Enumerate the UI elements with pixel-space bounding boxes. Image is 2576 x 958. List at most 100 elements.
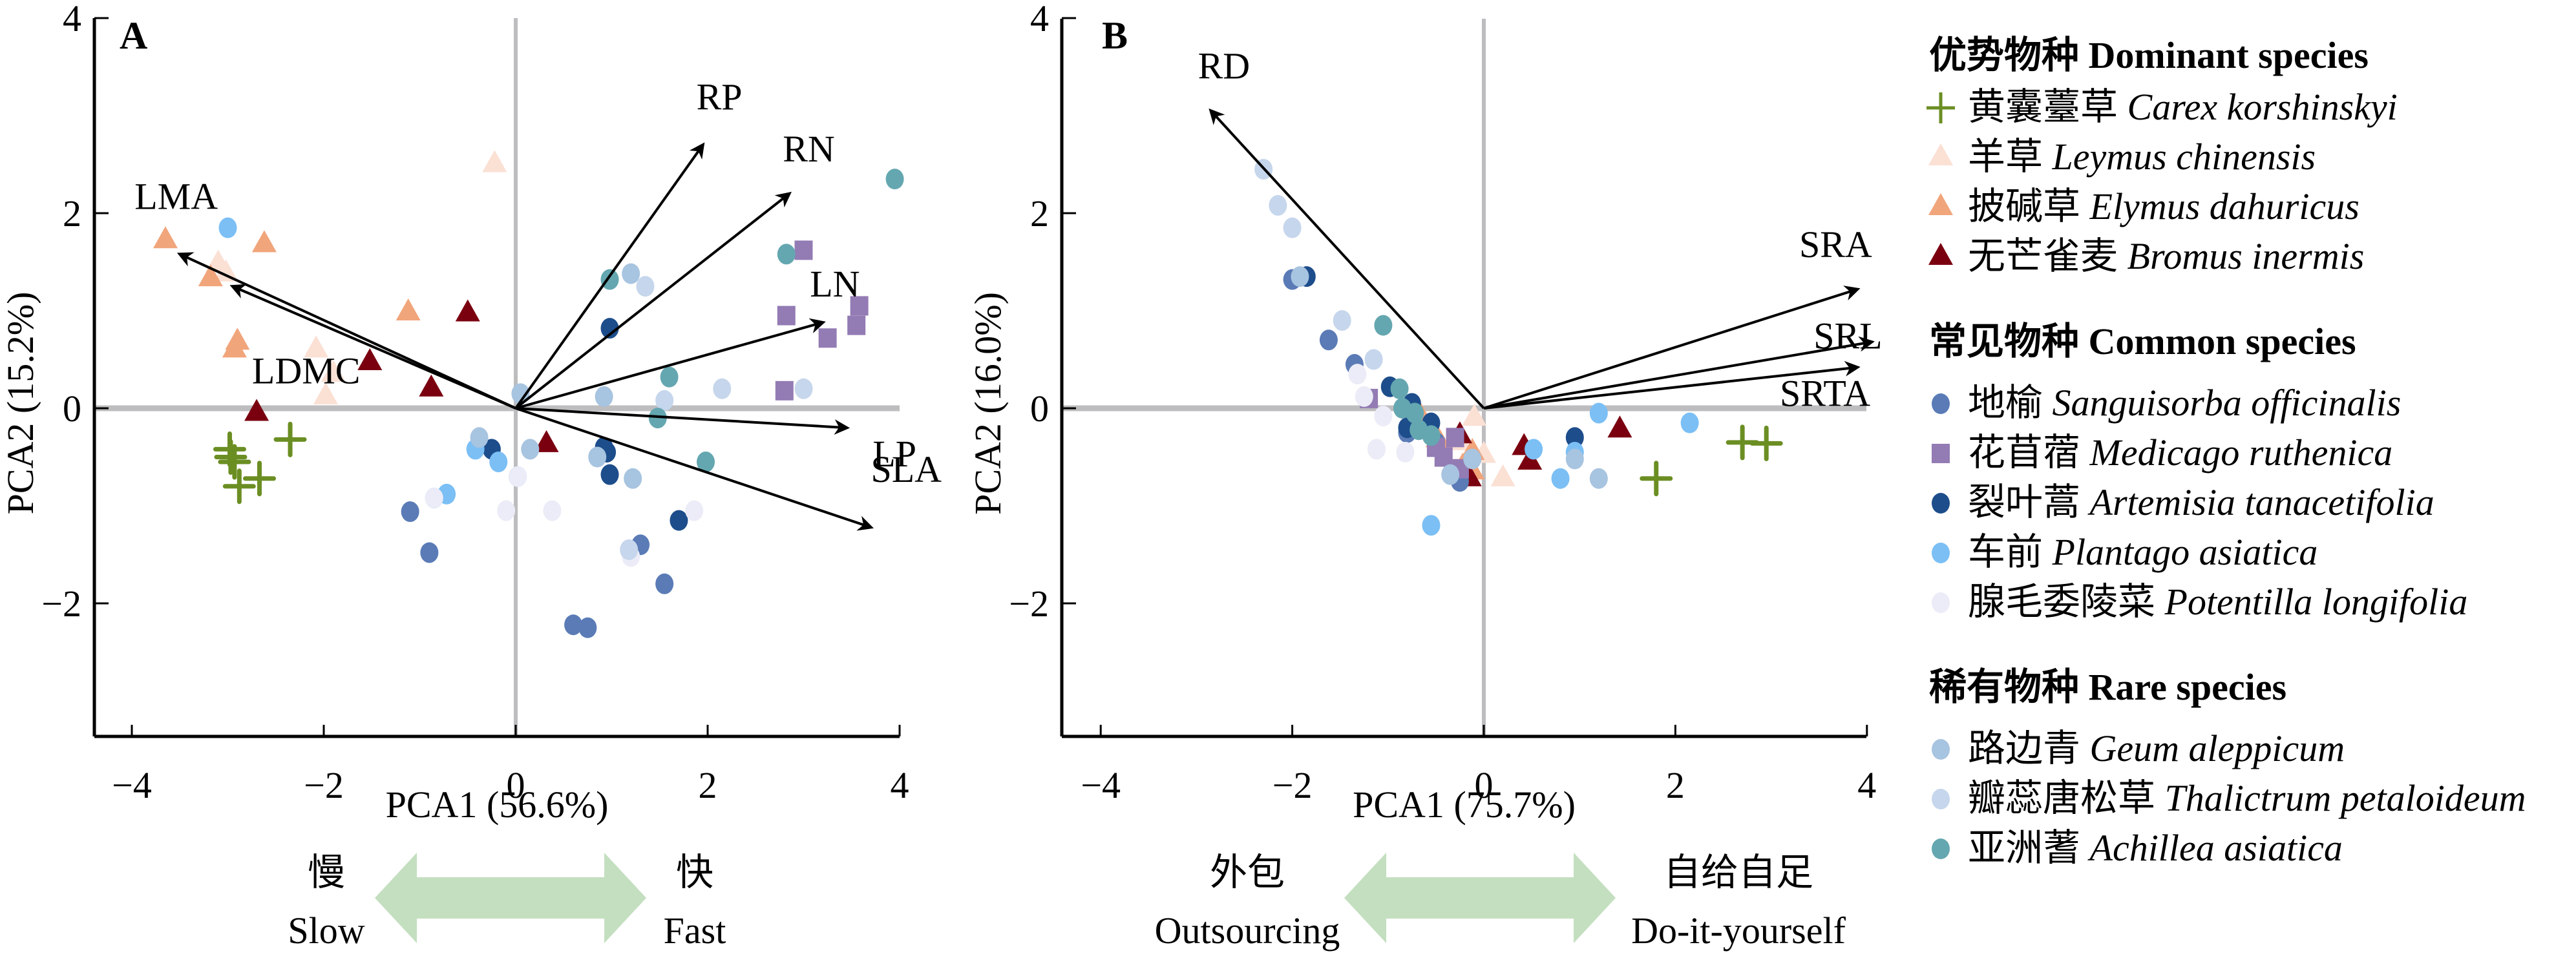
data-point-sanguisorba: [578, 617, 597, 638]
data-point-geum: [595, 386, 613, 407]
data-point-potentilla: [543, 500, 562, 521]
legend-item-carex: 黄囊薹草 Carex korshinskyi: [1968, 86, 2398, 128]
data-point-medicago: [775, 380, 794, 401]
legend-chinese-name: 路边青: [1968, 727, 2090, 769]
double-arrow-shape: [1344, 853, 1616, 943]
data-point-elymus: [153, 226, 178, 249]
data-point-potentilla: [508, 466, 527, 487]
legend-chinese-name: 地榆: [1968, 382, 2053, 424]
data-point-achillea: [1422, 425, 1441, 446]
data-point-potentilla: [497, 500, 516, 521]
data-point-carex: [1749, 425, 1783, 461]
right-label-zh: 快: [676, 851, 713, 893]
data-point-achillea: [648, 408, 667, 429]
y-tick-label: 0: [63, 388, 81, 430]
points: [1254, 159, 1783, 536]
data-point-thalictrum: [1269, 194, 1287, 216]
legend-chinese-name: 亚洲蓍: [1968, 827, 2090, 869]
vector-sra: [1483, 286, 1861, 410]
vector-rn: [514, 191, 792, 410]
legend-group-title: 稀有物种 Rare species: [1929, 666, 2286, 708]
data-point-thalictrum: [1364, 349, 1383, 370]
data-point-plantago: [1422, 515, 1441, 536]
data-point-achillea: [660, 366, 679, 388]
x-tick-label: −4: [1081, 764, 1121, 806]
vector-label-ln: LN: [810, 263, 860, 305]
data-point-geum: [622, 263, 640, 284]
data-point-achillea: [1374, 315, 1393, 336]
data-point-thalictrum: [636, 276, 655, 297]
data-point-artemisia: [600, 318, 619, 339]
axes: −4 −2 0 2 4 −2 0 2 4: [1009, 0, 1876, 806]
y-axis-title: PCA2 (16.0%): [967, 292, 1009, 515]
legend-latin-name: Elymus dahuricus: [2089, 185, 2360, 227]
vector-sla: [515, 407, 874, 531]
legend-marker-leymus: [1928, 143, 1953, 165]
data-point-bromus: [1517, 448, 1543, 470]
vector-rd: [1209, 108, 1485, 410]
data-point-artemisia: [600, 464, 619, 485]
legend-item-potentilla: 腺毛委陵菜 Potentilla longifolia: [1968, 581, 2467, 623]
data-point-geum: [624, 468, 642, 489]
left-label-zh: 慢: [308, 851, 345, 893]
data-point-leymus: [1490, 464, 1515, 486]
loading-vectors: RD SRA SRL SRTA: [1198, 45, 1883, 414]
data-point-geum: [1589, 468, 1608, 489]
legend-marker-geum: [1932, 739, 1950, 760]
data-point-potentilla: [425, 487, 443, 508]
left-label-zh: 外包: [1210, 851, 1285, 893]
data-point-potentilla: [1348, 364, 1367, 385]
data-point-medicago: [847, 315, 866, 335]
legend-chinese-name: 羊草: [1968, 136, 2053, 178]
x-tick-label: −2: [1272, 764, 1313, 806]
data-point-medicago: [850, 296, 869, 316]
data-point-achillea: [1390, 378, 1409, 399]
data-point-carex: [214, 439, 248, 475]
data-point-carex: [222, 468, 256, 505]
data-point-carex: [243, 461, 277, 497]
data-point-achillea: [885, 169, 904, 190]
legend-latin-name: Achillea asiatica: [2087, 827, 2343, 869]
legend-item-medicago: 花苜蓿 Medicago ruthenica: [1968, 432, 2392, 474]
data-point-achillea: [777, 244, 796, 265]
data-point-achillea: [697, 452, 715, 473]
vector-label-ldmc: LDMC: [252, 349, 361, 391]
data-point-elymus: [251, 230, 277, 253]
x-tick-label: 0: [507, 764, 525, 806]
legend-item-sanguisorba: 地榆 Sanguisorba officinalis: [1968, 382, 2401, 424]
x-tick-label: 4: [1857, 764, 1876, 806]
vector-srl: [1483, 336, 1875, 410]
legend-latin-name: Plantago asiatica: [2052, 531, 2318, 573]
data-point-achillea: [600, 269, 619, 290]
vector-lp: [515, 407, 850, 435]
trait-direction-arrow: 慢 Slow 快 Fast: [288, 851, 726, 952]
vector-ln: [515, 318, 826, 410]
data-point-plantago: [1551, 468, 1570, 489]
legend: 优势物种 Dominant species 黄囊薹草 Carex korshins…: [1927, 34, 2526, 869]
data-point-sanguisorba: [420, 542, 439, 563]
right-label-en: Fast: [664, 910, 726, 952]
vector-lma: [176, 252, 516, 410]
y-axis-title: PCA2 (15.2%): [0, 292, 41, 515]
x-tick-label: −4: [112, 764, 152, 806]
data-point-sanguisorba: [401, 501, 419, 523]
double-arrow-shape: [375, 853, 646, 943]
data-point-potentilla: [685, 500, 704, 521]
legend-chinese-name: 瓣蕊唐松草: [1968, 777, 2165, 819]
data-point-sanguisorba: [655, 573, 674, 594]
legend-latin-name: Medicago ruthenica: [2089, 432, 2393, 474]
data-point-geum: [1291, 266, 1309, 287]
legend-chinese-name: 腺毛委陵菜: [1968, 581, 2165, 623]
points: [153, 150, 904, 638]
vector-label-srl: SRL: [1813, 315, 1882, 357]
x-axis-title: PCA1 (75.7%): [1353, 784, 1576, 826]
y-tick-label: −2: [1009, 583, 1049, 625]
data-point-geum: [1441, 464, 1460, 485]
data-point-geum: [588, 446, 607, 468]
data-point-leymus: [313, 382, 338, 404]
data-point-medicago: [777, 306, 796, 326]
legend-latin-name: Sanguisorba officinalis: [2053, 382, 2402, 424]
trait-direction-arrow: 外包 Outsourcing 自给自足 Do-it-yourself: [1155, 851, 1846, 952]
